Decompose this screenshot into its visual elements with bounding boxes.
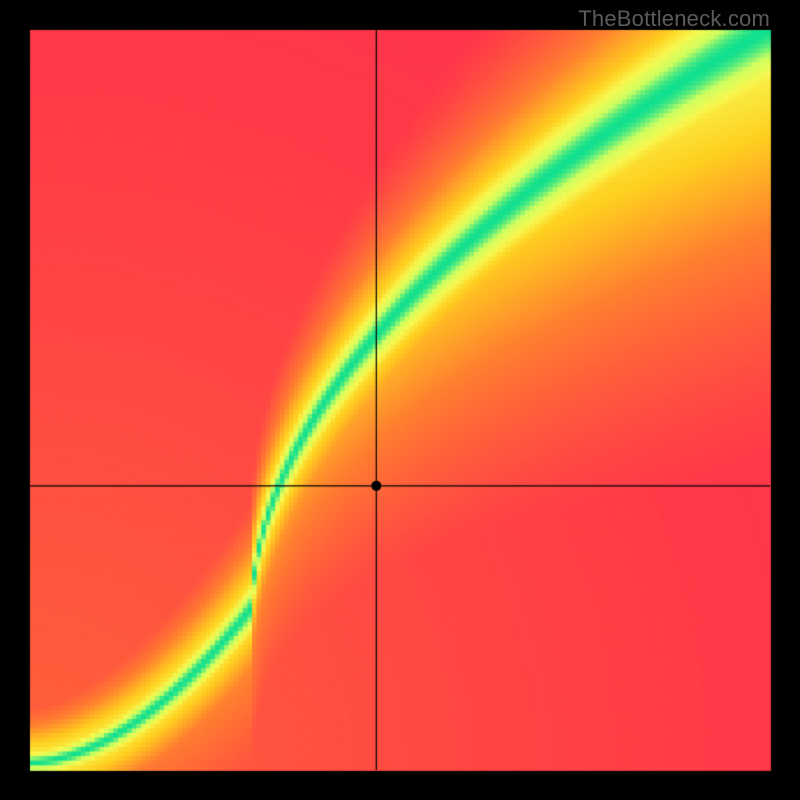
watermark-text: TheBottleneck.com [578, 6, 770, 32]
chart-container: { "watermark": "TheBottleneck.com", "cha… [0, 0, 800, 800]
crosshair-overlay [0, 0, 800, 800]
